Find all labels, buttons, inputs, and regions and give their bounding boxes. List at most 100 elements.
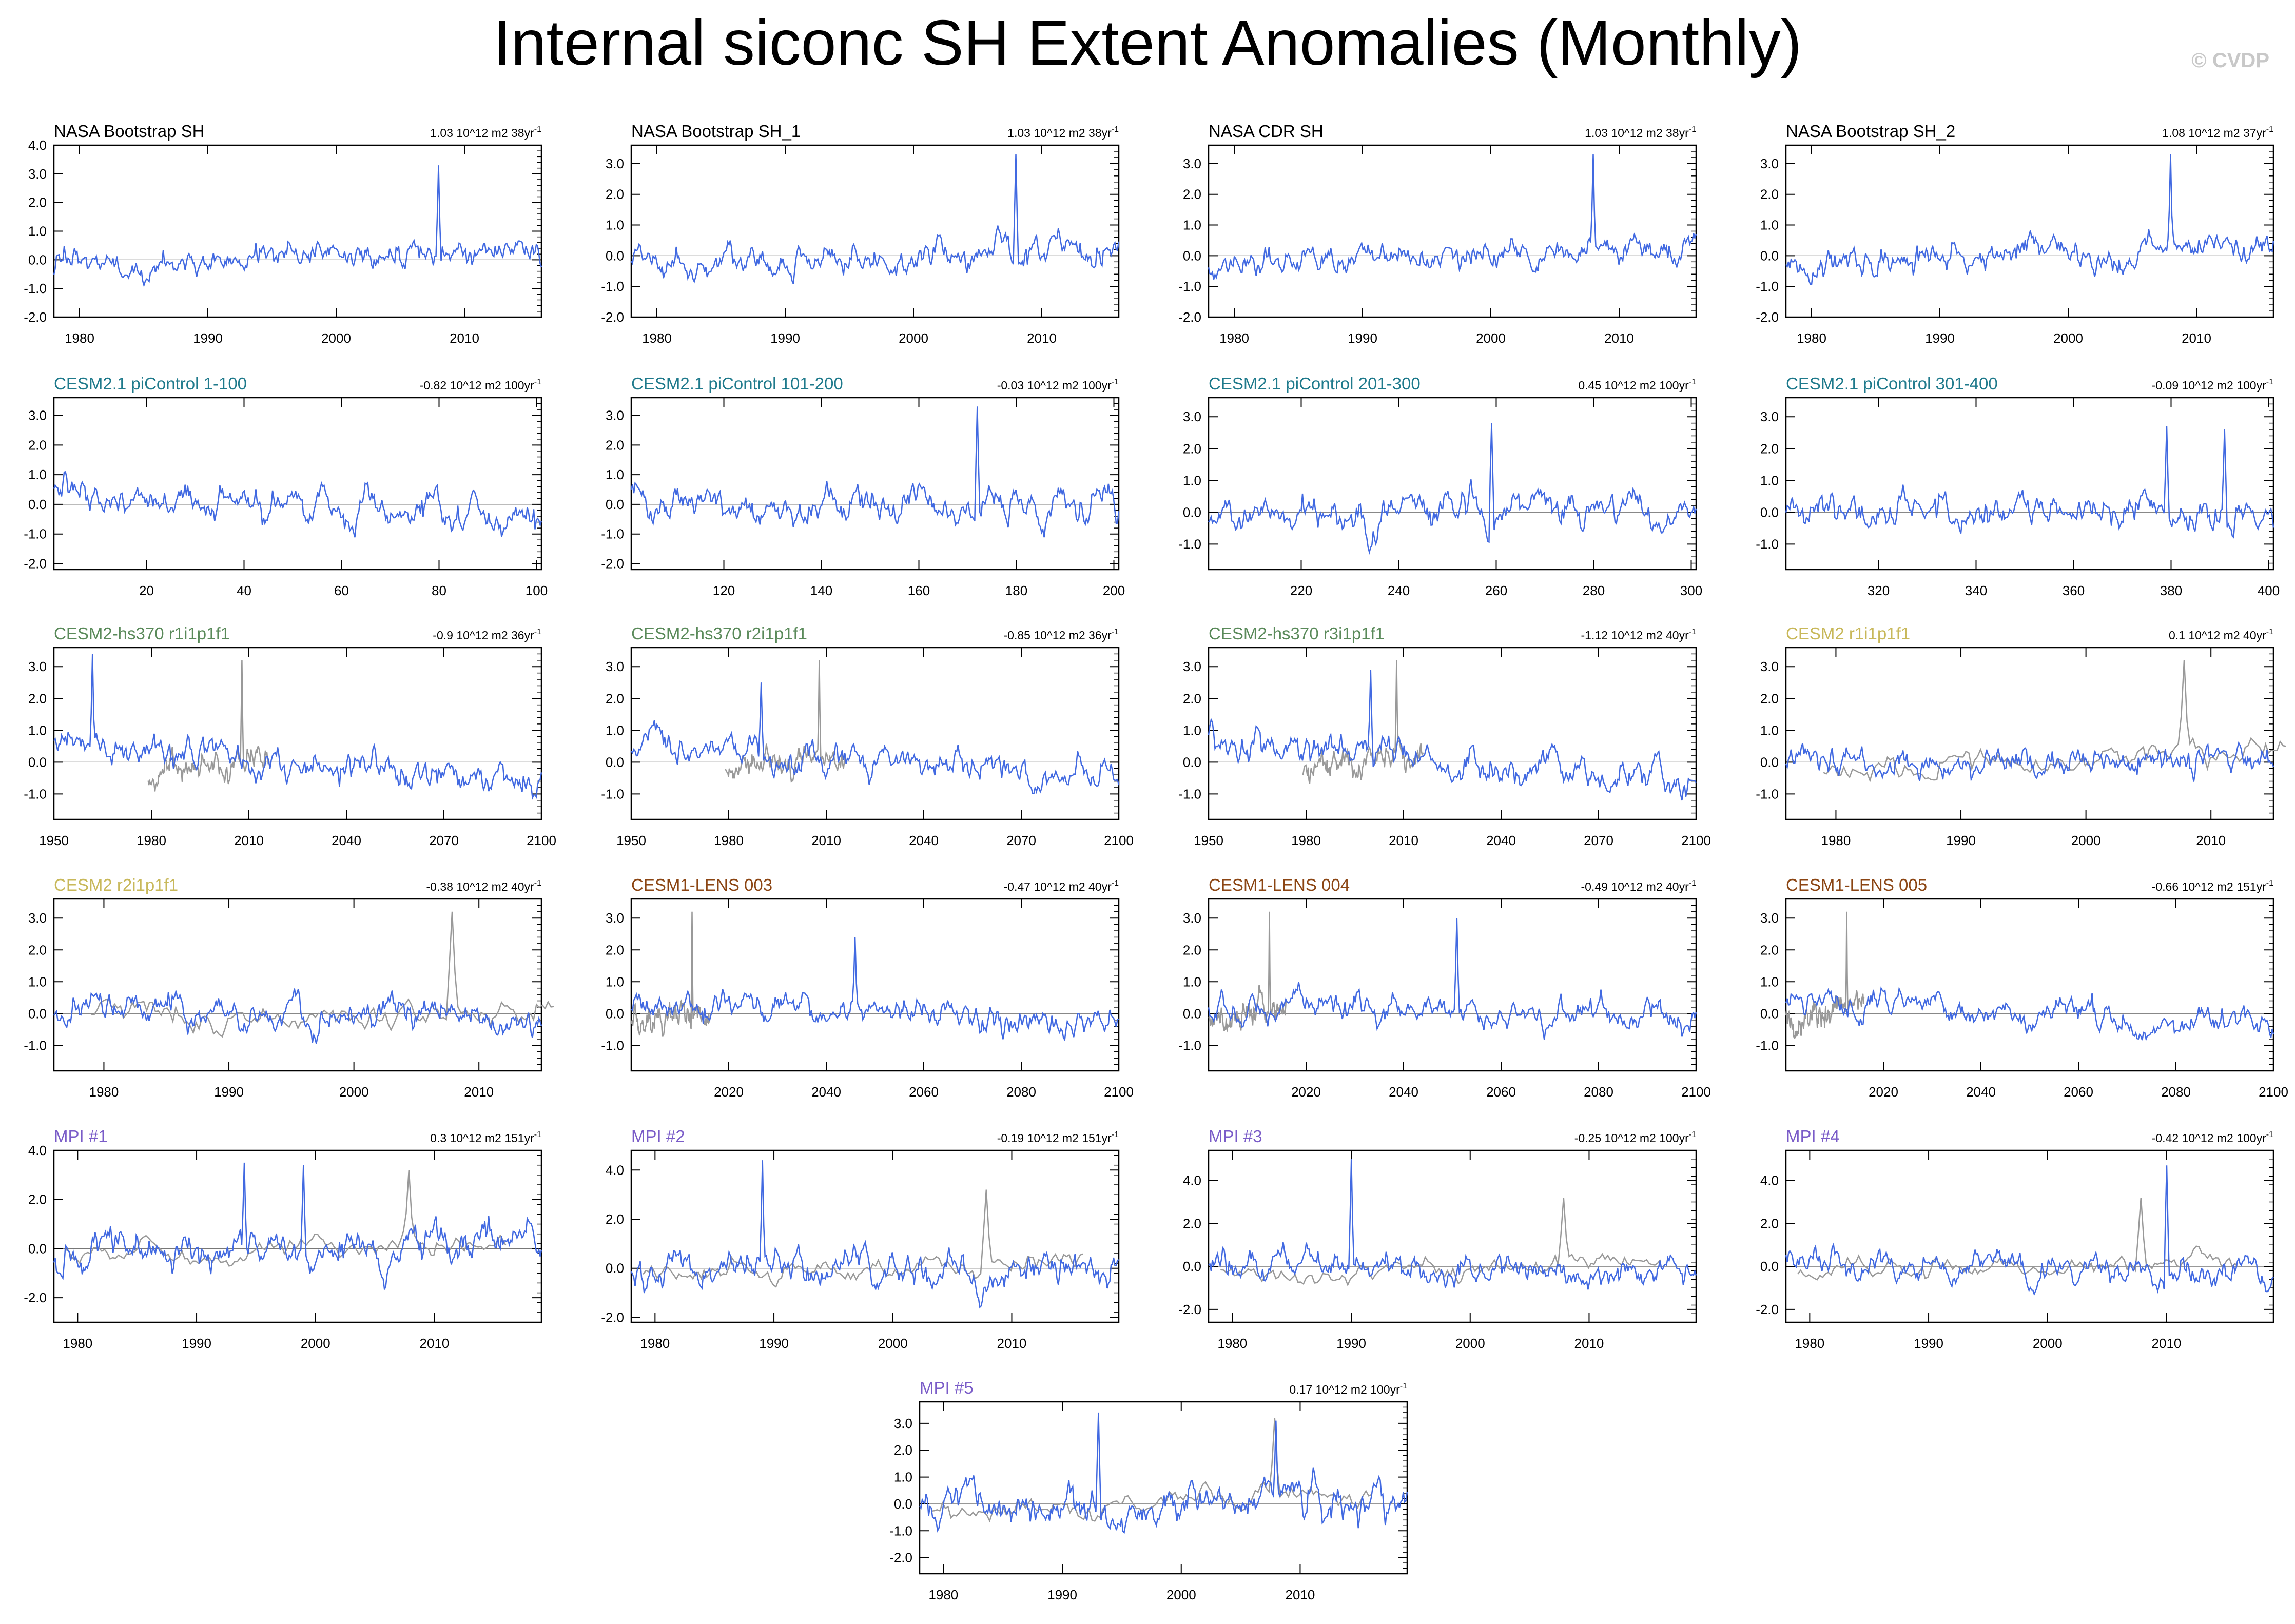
- trend-label: 1.08 10^12 m2 37yr-1: [2162, 125, 2273, 140]
- y-tick-label: -1.0: [1756, 279, 1779, 294]
- y-tick-label: 3.0: [28, 659, 47, 674]
- y-tick-label: -1.0: [1756, 1038, 1779, 1053]
- y-tick-label: 0.0: [28, 252, 47, 267]
- y-tick-label: 1.0: [28, 722, 47, 738]
- plot-frame: [53, 898, 542, 1072]
- y-tick-label: 3.0: [1760, 910, 1779, 926]
- x-tick-label: 280: [1583, 583, 1605, 598]
- plot-frame: [1785, 898, 2274, 1072]
- y-tick-label: 3.0: [1183, 659, 1201, 674]
- y-tick-label: -2.0: [24, 1290, 47, 1305]
- x-tick-label: 2100: [1104, 1084, 1134, 1100]
- x-tick-label: 2000: [1455, 1336, 1485, 1351]
- y-tick-label: 2.0: [1183, 441, 1201, 456]
- x-tick-label: 120: [713, 583, 735, 598]
- series-line: [919, 1412, 1408, 1534]
- y-tick-label: 4.0: [28, 138, 47, 153]
- x-tick-label: 2000: [321, 330, 351, 346]
- plot-frame: [1208, 397, 1697, 571]
- y-tick-label: -1.0: [24, 526, 47, 542]
- trend-label: -0.19 10^12 m2 151yr-1: [997, 1130, 1119, 1145]
- panel-8: CESM2.1 piControl 301-400 -0.09 10^12 m2 …: [1756, 374, 2280, 598]
- y-tick-label: 0.0: [1183, 1006, 1201, 1021]
- y-tick-label: 1.0: [28, 467, 47, 482]
- y-tick-label: 3.0: [1760, 156, 1779, 171]
- x-tick-label: 2040: [811, 1084, 841, 1100]
- y-tick-label: 4.0: [1760, 1173, 1779, 1188]
- y-tick-label: 2.0: [1183, 942, 1201, 957]
- y-tick-label: 0.0: [1760, 754, 1779, 770]
- y-tick-label: 0.0: [28, 1241, 47, 1256]
- y-tick-label: 2.0: [606, 437, 624, 453]
- observed-series-line: [1823, 660, 2286, 783]
- observed-series-line: [1302, 660, 1424, 785]
- plot-frame: [53, 647, 542, 820]
- y-tick-label: 0.0: [1760, 1006, 1779, 1021]
- x-tick-label: 2010: [997, 1336, 1027, 1351]
- x-tick-label: 2040: [1966, 1084, 1996, 1100]
- y-tick-label: 3.0: [1760, 659, 1779, 674]
- x-tick-label: 2040: [909, 833, 939, 848]
- series-line: [1785, 154, 2274, 285]
- series-line: [1208, 670, 1697, 801]
- x-tick-label: 1980: [89, 1084, 119, 1100]
- y-tick-label: 4.0: [1183, 1173, 1201, 1188]
- y-tick-label: 0.0: [1760, 1259, 1779, 1274]
- panel-title: MPI #5: [920, 1378, 974, 1397]
- x-tick-label: 2100: [2259, 1084, 2288, 1100]
- y-tick-label: -2.0: [24, 309, 47, 325]
- trend-label: 0.45 10^12 m2 100yr-1: [1578, 378, 1696, 392]
- panel-title: CESM2-hs370 r1i1p1f1: [54, 624, 230, 643]
- x-tick-label: 1980: [714, 833, 744, 848]
- x-tick-label: 1980: [642, 330, 672, 346]
- x-tick-label: 2040: [1486, 833, 1516, 848]
- x-tick-label: 200: [1103, 583, 1125, 598]
- y-tick-label: -1.0: [889, 1523, 912, 1538]
- y-tick-label: 1.0: [1183, 974, 1201, 989]
- y-tick-label: 1.0: [1760, 218, 1779, 233]
- series-line: [53, 471, 542, 538]
- x-tick-label: 2010: [1389, 833, 1418, 848]
- plot-frame: [630, 647, 1120, 820]
- x-tick-label: 300: [1680, 583, 1702, 598]
- trend-label: -0.66 10^12 m2 151yr-1: [2152, 879, 2273, 893]
- observed-series-line: [91, 911, 554, 1038]
- panel-16: CESM1-LENS 005 -0.66 10^12 m2 151yr-1 3.0 2…: [1756, 875, 2288, 1100]
- y-tick-label: -2.0: [1178, 1302, 1201, 1317]
- y-tick-label: 0.0: [606, 1261, 624, 1276]
- x-tick-label: 2010: [1604, 330, 1634, 346]
- x-tick-label: 1980: [928, 1587, 958, 1602]
- page-title: Internal siconc SH Extent Anomalies (Mon…: [493, 8, 1802, 79]
- y-tick-label: -2.0: [24, 556, 47, 571]
- y-tick-label: 0.0: [1183, 754, 1201, 770]
- panel-19: MPI #3 -0.25 10^12 m2 100yr-1 4.0 2.0 0.0 -2.…: [1178, 1127, 1697, 1351]
- series-line: [53, 165, 542, 288]
- panel-title: MPI #2: [631, 1127, 685, 1146]
- series-line: [630, 682, 1120, 794]
- panel-10: CESM2-hs370 r2i1p1f1 -0.85 10^12 m2 36yr-…: [601, 624, 1134, 848]
- panel-title: CESM1-LENS 004: [1209, 875, 1350, 894]
- trend-label: -0.03 10^12 m2 100yr-1: [997, 378, 1119, 392]
- panel-title: CESM1-LENS 005: [1786, 875, 1927, 894]
- y-tick-label: 0.0: [28, 754, 47, 770]
- y-tick-label: -1.0: [601, 1038, 624, 1053]
- y-tick-label: 1.0: [606, 218, 624, 233]
- trend-label: -0.47 10^12 m2 40yr-1: [1004, 879, 1119, 893]
- y-tick-label: -1.0: [24, 1038, 47, 1053]
- panel-title: CESM2-hs370 r2i1p1f1: [631, 624, 807, 643]
- panel-title: CESM2.1 piControl 201-300: [1209, 374, 1421, 393]
- y-tick-label: -2.0: [1178, 309, 1201, 325]
- y-tick-label: -1.0: [24, 281, 47, 296]
- y-tick-label: 3.0: [894, 1416, 912, 1431]
- x-tick-label: 2000: [1166, 1587, 1196, 1602]
- x-tick-label: 2000: [2071, 833, 2101, 848]
- trend-label: -0.25 10^12 m2 100yr-1: [1574, 1130, 1696, 1145]
- panel-13: CESM2 r2i1p1f1 -0.38 10^12 m2 40yr-1 3.0 2.…: [24, 875, 554, 1100]
- panel-7: CESM2.1 piControl 201-300 0.45 10^12 m2 1…: [1178, 374, 1702, 598]
- y-tick-label: 3.0: [28, 408, 47, 423]
- y-tick-label: -2.0: [601, 556, 624, 571]
- x-tick-label: 320: [1868, 583, 1890, 598]
- observed-series-line: [147, 660, 269, 792]
- trend-label: -0.09 10^12 m2 100yr-1: [2152, 378, 2273, 392]
- x-tick-label: 40: [237, 583, 251, 598]
